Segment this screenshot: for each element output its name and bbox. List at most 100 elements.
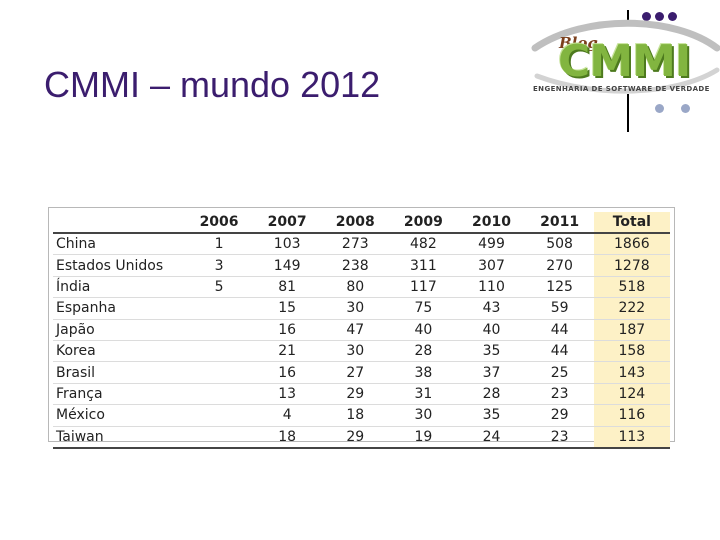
year-value-cell: 103 bbox=[253, 233, 322, 256]
decorative-dot bbox=[655, 104, 664, 113]
table-row: Brasil 16 27 38 37 25 143 bbox=[53, 361, 670, 384]
total-cell: 1866 bbox=[593, 233, 670, 256]
year-value-cell: 75 bbox=[389, 297, 458, 320]
year-value-cell: 35 bbox=[457, 404, 526, 427]
decorative-dot bbox=[642, 12, 651, 21]
table-row: Taiwan 18 29 19 24 23 113 bbox=[53, 426, 670, 449]
cmmi-table-frame: 2006 2007 2008 2009 2010 2011 Total Chin… bbox=[48, 207, 675, 449]
table-row: México 4 18 30 35 29 116 bbox=[53, 404, 670, 427]
year-value-cell: 35 bbox=[457, 340, 526, 363]
decorative-dot bbox=[668, 12, 677, 21]
year-value-cell: 28 bbox=[389, 340, 458, 363]
total-cell: 518 bbox=[593, 276, 670, 299]
column-header bbox=[53, 212, 185, 234]
year-value-cell: 81 bbox=[253, 276, 322, 299]
year-value-cell: 44 bbox=[525, 319, 594, 341]
year-value-cell: 29 bbox=[321, 426, 390, 449]
year-value-cell: 44 bbox=[525, 340, 594, 363]
logo-swoosh bbox=[531, 19, 720, 94]
blog-cmmi-logo: Blog CMMI ENGENHARIA DE SOFTWARE DE VERD… bbox=[525, 18, 720, 98]
column-header: 2006 bbox=[185, 212, 254, 234]
year-value-cell: 499 bbox=[457, 233, 526, 256]
country-cell: México bbox=[53, 404, 185, 427]
year-value-cell: 117 bbox=[389, 276, 458, 299]
country-cell: Espanha bbox=[53, 297, 185, 320]
country-cell: Taiwan bbox=[53, 426, 185, 449]
year-value-cell: 125 bbox=[525, 276, 594, 299]
logo-tagline: ENGENHARIA DE SOFTWARE DE VERDADE bbox=[533, 85, 710, 93]
total-cell: 158 bbox=[593, 340, 670, 363]
year-value-cell: 1 bbox=[185, 233, 254, 256]
total-cell: 222 bbox=[593, 297, 670, 320]
total-cell: 143 bbox=[593, 361, 670, 384]
year-value-cell bbox=[185, 297, 254, 320]
total-cell: 113 bbox=[593, 426, 670, 449]
table-row: Korea 21 30 28 35 44 158 bbox=[53, 340, 670, 363]
column-header: 2011 bbox=[525, 212, 594, 234]
logo-blog-text: Blog bbox=[559, 34, 598, 52]
slide-title: CMMI – mundo 2012 bbox=[44, 64, 381, 105]
year-value-cell: 25 bbox=[525, 361, 594, 384]
year-value-cell: 15 bbox=[253, 297, 322, 320]
table-row: Espanha 15 30 75 43 59 222 bbox=[53, 297, 670, 320]
year-value-cell bbox=[185, 361, 254, 384]
year-value-cell: 24 bbox=[457, 426, 526, 449]
year-value-cell bbox=[185, 383, 254, 406]
year-value-cell: 30 bbox=[389, 404, 458, 427]
year-value-cell bbox=[185, 340, 254, 363]
column-header-total: Total bbox=[593, 212, 670, 234]
year-value-cell: 13 bbox=[253, 383, 322, 406]
cmmi-data-table: 2006 2007 2008 2009 2010 2011 Total Chin… bbox=[53, 212, 670, 449]
year-value-cell bbox=[185, 404, 254, 427]
table-row: França 13 29 31 28 23 124 bbox=[53, 383, 670, 406]
column-header: 2010 bbox=[457, 212, 526, 234]
year-value-cell: 43 bbox=[457, 297, 526, 320]
year-value-cell: 31 bbox=[389, 383, 458, 406]
year-value-cell: 40 bbox=[389, 319, 458, 341]
country-cell: Japão bbox=[53, 319, 185, 341]
year-value-cell: 23 bbox=[525, 383, 594, 406]
decorative-dot bbox=[655, 12, 664, 21]
year-value-cell: 28 bbox=[457, 383, 526, 406]
decorative-line-top bbox=[627, 10, 629, 24]
column-header: 2007 bbox=[253, 212, 322, 234]
year-value-cell: 29 bbox=[525, 404, 594, 427]
year-value-cell: 30 bbox=[321, 340, 390, 363]
year-value-cell: 482 bbox=[389, 233, 458, 256]
year-value-cell bbox=[185, 319, 254, 341]
total-cell: 124 bbox=[593, 383, 670, 406]
year-value-cell: 16 bbox=[253, 361, 322, 384]
year-value-cell: 149 bbox=[253, 254, 322, 277]
column-header: 2009 bbox=[389, 212, 458, 234]
country-cell: Korea bbox=[53, 340, 185, 363]
year-value-cell: 311 bbox=[389, 254, 458, 277]
decorative-line-bottom bbox=[627, 94, 629, 132]
year-value-cell: 30 bbox=[321, 297, 390, 320]
year-value-cell: 270 bbox=[525, 254, 594, 277]
year-value-cell: 18 bbox=[321, 404, 390, 427]
year-value-cell: 59 bbox=[525, 297, 594, 320]
logo-cmmi-text: CMMI bbox=[558, 36, 691, 87]
year-value-cell: 80 bbox=[321, 276, 390, 299]
year-value-cell: 5 bbox=[185, 276, 254, 299]
year-value-cell: 38 bbox=[389, 361, 458, 384]
table-row: Estados Unidos 3 149 238 311 307 270 1278 bbox=[53, 254, 670, 277]
country-cell: Estados Unidos bbox=[53, 254, 185, 277]
year-value-cell: 27 bbox=[321, 361, 390, 384]
year-value-cell: 16 bbox=[253, 319, 322, 341]
table-header-row: 2006 2007 2008 2009 2010 2011 Total bbox=[53, 212, 670, 234]
year-value-cell: 238 bbox=[321, 254, 390, 277]
total-cell: 116 bbox=[593, 404, 670, 427]
year-value-cell: 3 bbox=[185, 254, 254, 277]
country-cell: Índia bbox=[53, 276, 185, 299]
year-value-cell: 23 bbox=[525, 426, 594, 449]
total-cell: 1278 bbox=[593, 254, 670, 277]
year-value-cell: 110 bbox=[457, 276, 526, 299]
table-row: Índia 5 81 80 117 110 125 518 bbox=[53, 276, 670, 299]
decorative-dot bbox=[681, 104, 690, 113]
column-header: 2008 bbox=[321, 212, 390, 234]
total-cell: 187 bbox=[593, 319, 670, 341]
year-value-cell: 29 bbox=[321, 383, 390, 406]
table-row: China 1 103 273 482 499 508 1866 bbox=[53, 233, 670, 256]
country-cell: China bbox=[53, 233, 185, 256]
